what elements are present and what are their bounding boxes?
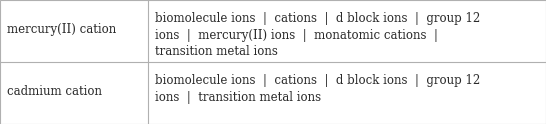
Text: transition metal ions: transition metal ions xyxy=(155,45,277,58)
Text: biomolecule ions  |  cations  |  d block ions  |  group 12: biomolecule ions | cations | d block ion… xyxy=(155,74,480,87)
Text: cadmium cation: cadmium cation xyxy=(7,85,102,98)
Text: biomolecule ions  |  cations  |  d block ions  |  group 12: biomolecule ions | cations | d block ion… xyxy=(155,12,480,25)
Text: ions  |  mercury(II) ions  |  monatomic cations  |: ions | mercury(II) ions | monatomic cati… xyxy=(155,29,437,42)
Text: mercury(II) cation: mercury(II) cation xyxy=(7,23,116,36)
Text: ions  |  transition metal ions: ions | transition metal ions xyxy=(155,91,321,104)
